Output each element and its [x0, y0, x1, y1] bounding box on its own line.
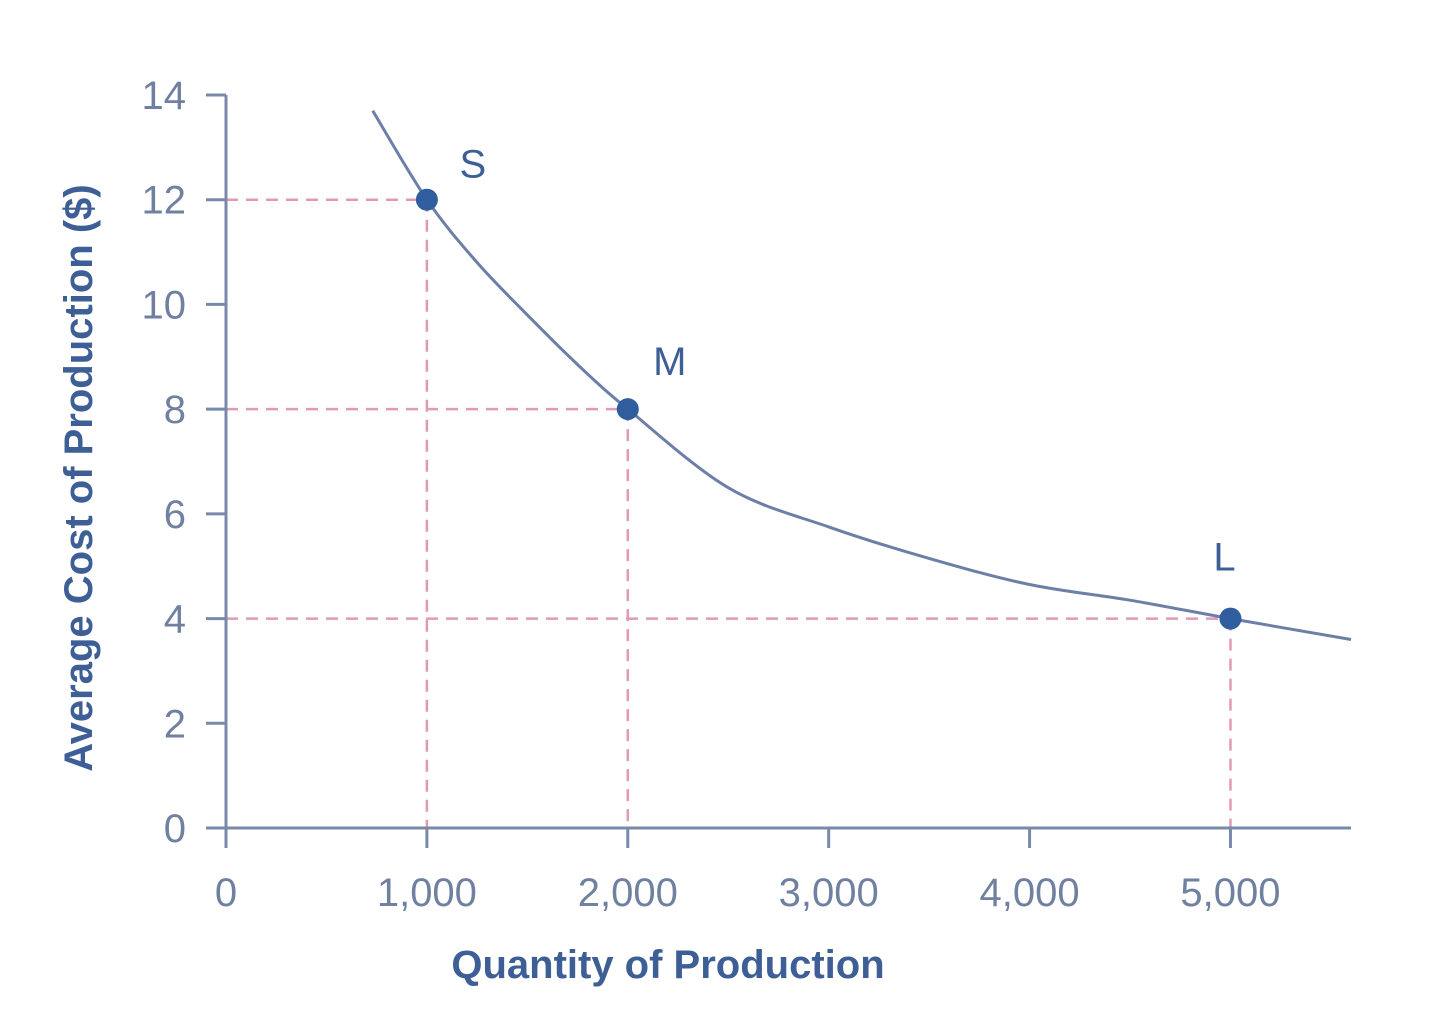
point-label-m: M: [653, 340, 686, 384]
x-axis-title: Quantity of Production: [451, 943, 884, 987]
point-m: [616, 398, 639, 421]
y-tick-label: 4: [164, 598, 186, 642]
y-tick-label: 6: [164, 493, 186, 537]
y-tick-label: 8: [164, 388, 186, 432]
x-tick-label: 3,000: [779, 871, 879, 915]
y-tick-label: 0: [164, 807, 186, 851]
y-tick-label: 2: [164, 702, 186, 746]
x-tick-label: 1,000: [377, 871, 477, 915]
y-axis-title: Average Cost of Production ($): [57, 184, 101, 771]
x-tick-label: 5,000: [1180, 871, 1280, 915]
average-cost-curve: [371, 109, 1352, 641]
y-tick-label: 10: [142, 283, 187, 327]
x-tick-label: 0: [215, 871, 237, 915]
series-layer: [371, 109, 1352, 641]
points-layer: S M L: [415, 143, 1242, 630]
x-tick-label: 2,000: [578, 871, 678, 915]
point-l: [1219, 607, 1242, 630]
point-label-l: L: [1213, 536, 1235, 580]
point-s: [415, 188, 438, 211]
axes: [224, 95, 1351, 830]
y-tick-label: 12: [142, 179, 187, 223]
y-tick-label: 14: [142, 74, 187, 118]
guide-lines: [226, 198, 1232, 828]
x-tick-label: 4,000: [980, 871, 1080, 915]
point-label-s: S: [460, 143, 487, 187]
ticks: 0 2 4 6 8 10 12 14 0 1,000 2,000 3,000 4,000 5,000: [142, 74, 1281, 915]
